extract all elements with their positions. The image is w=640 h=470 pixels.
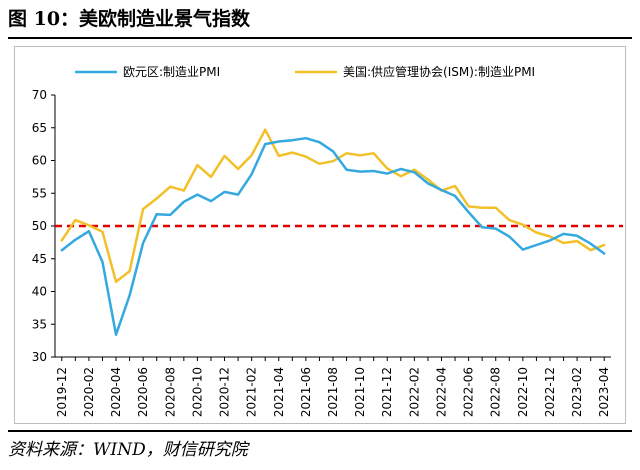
x-tick-label: 2020-06 (136, 367, 150, 417)
x-tick-label: 2019-12 (55, 367, 69, 417)
x-tick-label: 2022-02 (407, 367, 421, 417)
x-tick-label: 2020-02 (82, 367, 96, 417)
y-tick-label: 55 (32, 186, 47, 200)
x-tick-label: 2022-12 (543, 367, 557, 417)
title-rule (8, 37, 632, 39)
series-line-us (60, 128, 606, 283)
x-tick-label: 2020-12 (218, 367, 232, 417)
x-tick-label: 2021-02 (245, 367, 259, 417)
y-tick-label: 60 (32, 154, 47, 168)
figure-title: 图 10：美欧制造业景气指数 (8, 8, 251, 30)
pmi-line-chart: 30 35 40 45 50 55 60 65 70 2019-12 2020-02 2020-04 2… (32, 64, 623, 417)
x-tick-label: 2021-10 (353, 367, 367, 417)
x-tick-label: 2022-10 (516, 367, 530, 417)
x-tick-label: 2020-04 (109, 367, 123, 417)
x-tick-label: 2021-04 (272, 367, 286, 417)
x-tick-label: 2022-04 (434, 367, 448, 417)
x-tick-label: 2023-04 (597, 367, 611, 417)
y-tick-label: 65 (32, 121, 47, 135)
y-tick-label: 70 (32, 88, 47, 102)
y-tick-label: 30 (32, 350, 47, 364)
chart-frame: 30 35 40 45 50 55 60 65 70 2019-12 2020-02 2020-04 2… (14, 46, 626, 424)
x-tick-label: 2021-12 (380, 367, 394, 417)
y-tick-label: 45 (32, 252, 47, 266)
x-tick-label: 2021-06 (299, 367, 313, 417)
x-tick-label: 2022-08 (489, 367, 503, 417)
y-tick-label: 50 (32, 219, 47, 233)
x-tick-label: 2021-08 (326, 367, 340, 417)
series-line-eu (60, 136, 606, 336)
legend-label-eu: 欧元区:制造业PMI (123, 65, 220, 79)
source-note: 资料来源：WIND，财信研究院 (8, 440, 248, 460)
source-rule (8, 430, 632, 432)
x-tick-label: 2020-08 (163, 367, 177, 417)
x-tick-label: 2020-10 (190, 367, 204, 417)
y-tick-label: 40 (32, 285, 47, 299)
legend-label-us: 美国:供应管理协会(ISM):制造业PMI (343, 64, 535, 79)
y-tick-label: 35 (32, 317, 47, 331)
x-tick-label: 2022-06 (462, 367, 476, 417)
x-tick-label: 2023-02 (570, 367, 584, 417)
